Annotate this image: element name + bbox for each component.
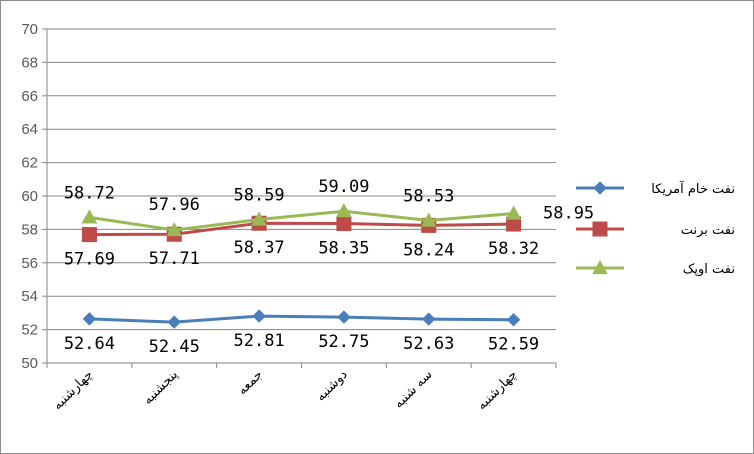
- data-label: 58.35: [318, 239, 369, 259]
- y-tick-label: 64: [21, 121, 38, 138]
- data-point: [336, 203, 352, 218]
- data-point: [166, 222, 183, 237]
- data-point: [167, 315, 181, 329]
- data-point: [81, 209, 98, 224]
- y-tick-label: 52: [21, 322, 38, 339]
- y-tick-label: 70: [21, 21, 38, 38]
- data-point: [420, 212, 437, 227]
- data-point: [251, 211, 267, 226]
- data-label: 52.45: [149, 337, 200, 357]
- data-label: 52.75: [318, 332, 369, 352]
- legend-label: نفت اوپک: [683, 262, 735, 277]
- y-tick-label: 50: [21, 355, 38, 372]
- data-label: 52.81: [233, 331, 284, 351]
- data-label: 58.32: [488, 239, 539, 259]
- x-tick-label: چهارشنبه: [50, 367, 96, 413]
- legend-label: نفت خام آمریکا: [651, 180, 735, 197]
- y-tick-label: 62: [21, 155, 38, 172]
- y-tick-label: 58: [21, 221, 38, 238]
- data-label: 52.63: [403, 334, 454, 354]
- x-tick-label: دوشنبه: [313, 367, 350, 404]
- legend-marker: [592, 259, 608, 275]
- data-point: [81, 227, 97, 243]
- series-line-1: [89, 314, 514, 324]
- data-label: 58.72: [64, 183, 115, 203]
- data-label: 58.59: [233, 186, 284, 206]
- data-label: 57.69: [64, 250, 115, 270]
- series-line-2: [89, 221, 514, 237]
- data-label: 58.24: [403, 240, 454, 260]
- y-tick-label: 54: [21, 288, 38, 305]
- x-tick-label: جمعه: [235, 367, 266, 398]
- legend-label: نفت برنت: [681, 223, 735, 238]
- y-tick-label: 60: [21, 188, 38, 205]
- x-tick-label: پنجشنبه: [141, 367, 182, 408]
- series-line-3: [89, 209, 514, 232]
- data-point: [82, 312, 97, 326]
- data-point: [506, 313, 521, 327]
- x-tick-label: سه شنبه: [391, 367, 435, 411]
- y-tick-label: 68: [21, 54, 38, 71]
- data-point: [505, 205, 522, 220]
- data-label: 58.37: [233, 238, 284, 258]
- x-tick-label: چهارشنبه: [474, 367, 520, 413]
- y-tick-label: 56: [21, 255, 38, 272]
- data-label: 52.59: [488, 335, 539, 355]
- data-label: 58.95: [543, 204, 594, 224]
- data-label: 52.64: [64, 334, 115, 354]
- data-label: 57.96: [149, 195, 200, 215]
- data-point: [252, 309, 266, 323]
- data-label: 57.71: [149, 249, 200, 269]
- y-tick-label: 66: [21, 88, 38, 105]
- data-point: [336, 216, 352, 232]
- data-point: [337, 310, 351, 324]
- data-label: 59.09: [318, 177, 369, 197]
- legend-marker: [592, 221, 608, 237]
- data-point: [422, 312, 436, 326]
- legend-marker: [593, 181, 607, 195]
- data-label: 58.53: [403, 187, 454, 207]
